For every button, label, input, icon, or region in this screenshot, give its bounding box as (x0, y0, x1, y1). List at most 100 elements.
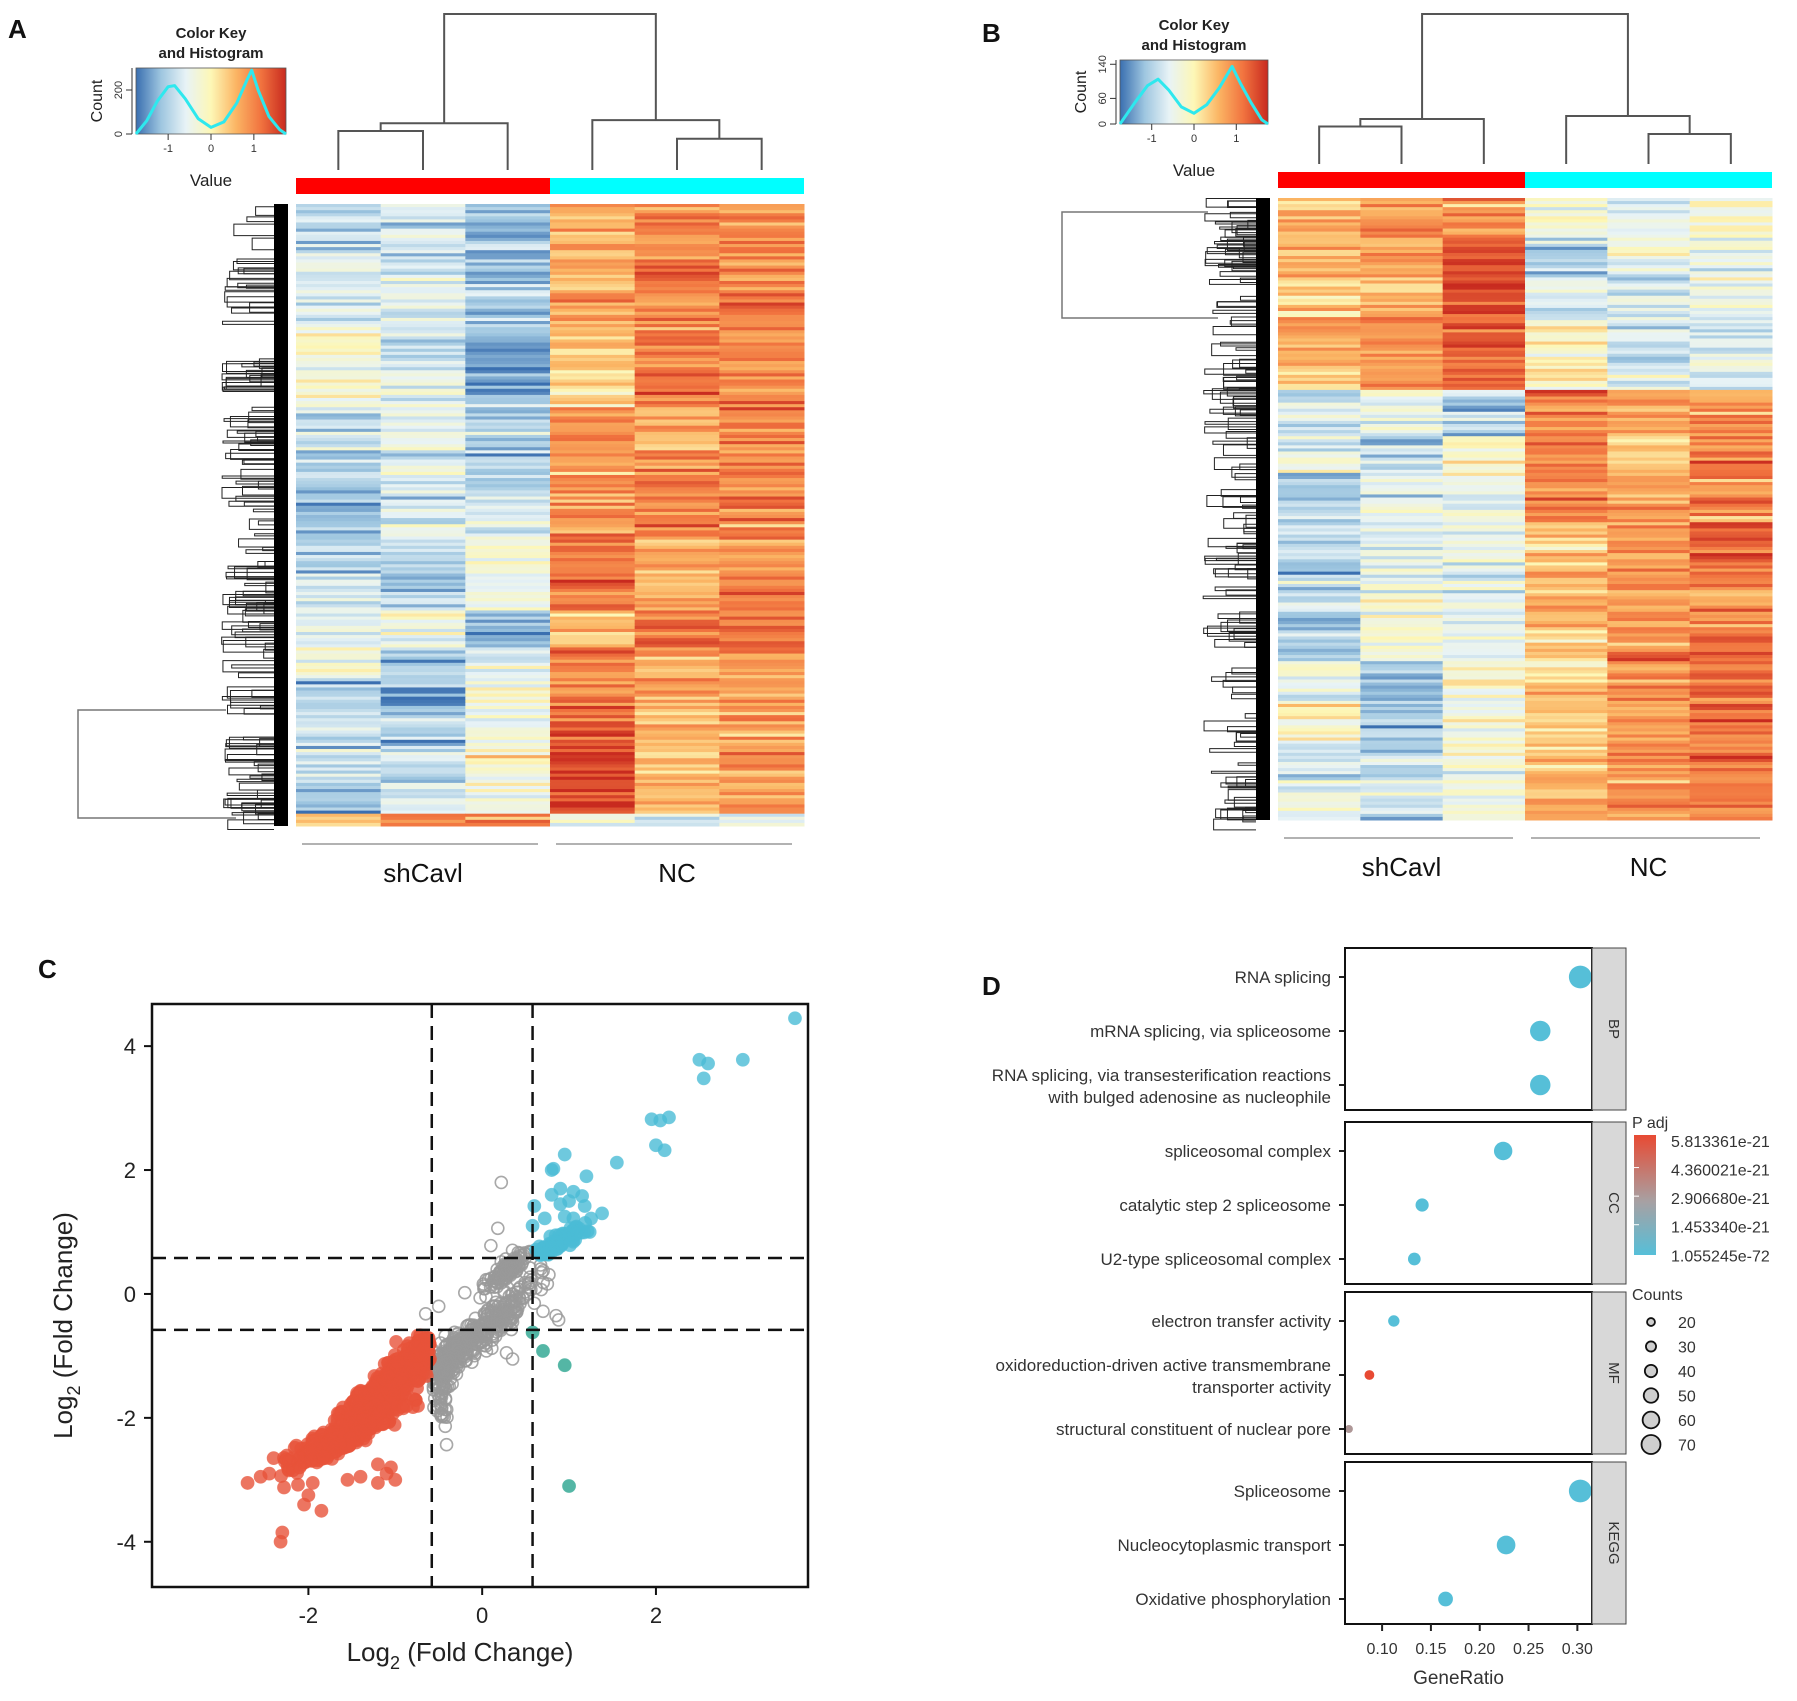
heatmap-cell (1689, 347, 1773, 352)
heatmap-cell (1607, 810, 1691, 815)
heatmap-cell (1442, 679, 1526, 684)
heatmap-cell (1360, 682, 1444, 687)
heatmap-cell (719, 441, 805, 445)
heatmap-cell (719, 431, 805, 436)
heatmap-cell (465, 807, 551, 812)
heatmap-cell (380, 653, 466, 658)
heatmap-cell (296, 638, 382, 642)
heatmap-cell (1689, 234, 1773, 239)
row-dendrogram-branch (221, 475, 274, 479)
heatmap-cell (1689, 780, 1773, 784)
heatmap-cell (380, 428, 466, 433)
data-point (305, 1476, 320, 1490)
heatmap-cell (465, 616, 551, 621)
heatmap-cell (296, 733, 382, 738)
heatmap-cell (1689, 374, 1773, 379)
data-point (534, 1265, 549, 1280)
heatmap-cell (296, 321, 382, 325)
heatmap-cell (550, 764, 636, 768)
heatmap-cell (719, 745, 805, 750)
heatmap-cell (1689, 512, 1773, 517)
heatmap-cell (719, 727, 805, 732)
heatmap-cell (1689, 371, 1773, 376)
heatmap-cell (719, 216, 805, 220)
heatmap-cell (296, 542, 382, 547)
heatmap-cell (1278, 645, 1361, 650)
heatmap-cell (296, 665, 382, 670)
heatmap-cell (465, 364, 551, 368)
heatmap-cell (1525, 454, 1608, 459)
heatmap-cell (634, 321, 720, 325)
dot-point (1568, 965, 1592, 989)
heatmap-cell (1525, 691, 1608, 696)
heatmap-cell (1607, 472, 1691, 477)
heatmap-cell (1442, 310, 1526, 315)
color-key-title: Color Key (176, 25, 248, 42)
data-point (440, 1338, 454, 1352)
heatmap-cell (550, 311, 636, 316)
heatmap-cell (1278, 310, 1361, 315)
heatmap-cell (1607, 445, 1691, 449)
facet-strip (1591, 1121, 1627, 1285)
heatmap-cell (1607, 396, 1691, 401)
heatmap-cell (1607, 430, 1691, 434)
row-dendrogram-leaves (1256, 198, 1270, 820)
row-dendrogram-branch (227, 819, 274, 831)
data-point (435, 1376, 450, 1390)
heatmap-cell (1689, 810, 1773, 815)
heatmap-cell (1360, 420, 1444, 425)
heatmap-cell (1442, 682, 1526, 687)
heatmap-cell (550, 798, 636, 802)
heatmap-cell (296, 736, 382, 741)
heatmap-cell (1525, 697, 1608, 702)
heatmap-cell (1525, 332, 1608, 336)
heatmap-cell (465, 376, 551, 381)
heatmap-cell (634, 244, 720, 248)
series-not-significant (418, 1175, 566, 1452)
heatmap-cell (1442, 786, 1526, 790)
heatmap-cell (719, 299, 805, 304)
heatmap-cell (634, 447, 720, 451)
heatmap-cell (465, 459, 551, 464)
heatmap-cell (1360, 201, 1444, 205)
heatmap-cell (465, 419, 551, 424)
row-dendrogram-branch (1205, 251, 1256, 264)
heatmap-cell (1360, 314, 1444, 318)
heatmap-cell (634, 573, 720, 578)
heatmap-cell (1442, 405, 1526, 410)
heatmap-cell (1278, 430, 1361, 434)
heatmap-cell (1278, 713, 1361, 717)
heatmap-cell (1278, 813, 1361, 818)
heatmap-cell (1360, 758, 1444, 763)
heatmap-cell (1607, 565, 1691, 570)
heatmap-cell (719, 696, 805, 701)
heatmap-cell (1278, 292, 1361, 297)
column-group-bar (1525, 172, 1772, 188)
heatmap-cell (1525, 307, 1608, 312)
data-point (371, 1476, 385, 1490)
heatmap-cell (1278, 599, 1361, 604)
data-point (262, 1466, 277, 1481)
heatmap-cell (380, 628, 466, 633)
heatmap-cell (380, 213, 466, 217)
heatmap-cell (1360, 210, 1444, 214)
heatmap-cell (1689, 246, 1773, 251)
heatmap-cell (1442, 259, 1526, 263)
heatmap-cell (1689, 752, 1773, 757)
row-dendrogram-branch (261, 773, 274, 782)
row-dendrogram-branch (1227, 785, 1256, 789)
heatmap-cell (465, 733, 551, 738)
heatmap-cell (465, 721, 551, 725)
heatmap-cell (634, 718, 720, 722)
heatmap-cell (550, 551, 636, 556)
row-dendrogram-branch (1233, 796, 1256, 808)
heatmap-cell (380, 280, 466, 285)
heatmap-cell (465, 391, 551, 396)
heatmap-cell (719, 601, 805, 605)
heatmap-cell (296, 311, 382, 316)
heatmap-cell (296, 284, 382, 288)
heatmap-cell (634, 296, 720, 300)
heatmap-cell (1689, 728, 1773, 732)
heatmap-cell (719, 410, 805, 414)
heatmap-cell (1525, 338, 1608, 343)
